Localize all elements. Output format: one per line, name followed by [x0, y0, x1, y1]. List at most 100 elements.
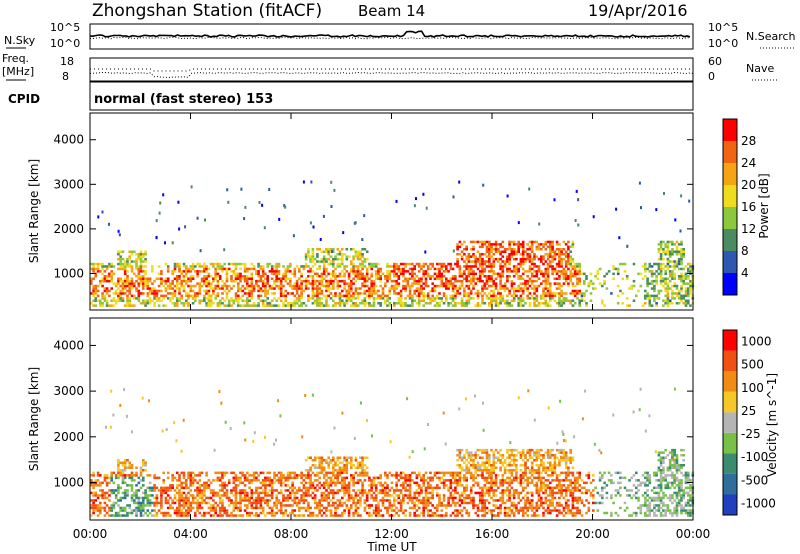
data-cell: [239, 267, 242, 271]
data-cell: [329, 282, 333, 285]
data-cell: [205, 304, 208, 307]
data-cell: [126, 304, 129, 307]
data-cell: [354, 253, 358, 256]
data-cell: [485, 255, 489, 258]
data-cell: [413, 511, 416, 515]
data-cell: [164, 514, 168, 517]
data-cell: [372, 287, 376, 290]
data-cell: [526, 257, 529, 261]
data-cell: [413, 204, 416, 208]
data-cell: [408, 506, 412, 510]
data-cell: [277, 262, 281, 266]
data-cell: [463, 469, 466, 472]
data-cell: [221, 509, 224, 512]
data-cell: [492, 257, 496, 261]
data-cell: [481, 270, 484, 273]
data-cell: [316, 279, 319, 283]
data-cell: [395, 506, 398, 510]
data-cell: [576, 277, 579, 280]
data-cell: [526, 275, 529, 278]
data-cell: [264, 294, 267, 298]
data-cell: [386, 265, 389, 268]
data-cell: [144, 299, 147, 302]
data-cell: [465, 265, 468, 268]
data-cell: [259, 501, 263, 505]
data-cell: [128, 292, 131, 295]
data-cell: [490, 265, 493, 268]
data-cell: [540, 297, 543, 300]
data-cell: [569, 302, 572, 305]
data-cell: [671, 240, 674, 244]
data-cell: [110, 471, 113, 475]
data-cell: [551, 260, 554, 263]
data-cell: [128, 262, 131, 266]
data-cell: [151, 514, 154, 517]
data-cell: [415, 484, 419, 487]
data-cell: [413, 491, 416, 495]
data-cell: [666, 260, 670, 263]
data-cell: [388, 489, 392, 492]
data-cell: [488, 481, 491, 485]
data-cell: [687, 299, 690, 302]
data-cell: [239, 287, 242, 290]
data-cell: [436, 272, 439, 276]
data-cell: [119, 257, 122, 261]
data-cell: [133, 284, 136, 288]
data-cell: [198, 471, 202, 475]
cpid-panel: CPID normal (fast stereo) 153: [8, 81, 694, 111]
data-cell: [397, 509, 401, 512]
data-cell: [682, 275, 685, 278]
data-cell: [429, 479, 432, 482]
data-cell: [252, 501, 256, 505]
data-cell: [680, 262, 683, 266]
data-cell: [370, 262, 373, 266]
data-cell: [300, 304, 303, 307]
data-cell: [438, 476, 441, 480]
data-cell: [571, 265, 575, 268]
data-cell: [205, 265, 208, 268]
data-cell: [515, 270, 518, 273]
data-cell: [506, 294, 509, 298]
data-cell: [277, 501, 281, 505]
data-cell: [307, 494, 310, 497]
data-cell: [420, 287, 423, 290]
data-cell: [148, 504, 152, 507]
data-cell: [359, 464, 362, 467]
data-cell: [121, 299, 125, 302]
data-cell: [261, 302, 265, 305]
data-cell: [185, 481, 188, 485]
data-cell: [203, 481, 206, 485]
data-cell: [467, 466, 471, 469]
data-cell: [329, 255, 333, 258]
data-cell: [456, 260, 459, 263]
data-cell: [264, 299, 267, 302]
data-cell: [114, 476, 118, 480]
data-cell: [237, 287, 240, 290]
data-cell: [264, 282, 267, 285]
data-cell: [110, 504, 113, 507]
data-cell: [648, 299, 652, 302]
data-cell: [148, 501, 152, 505]
data-cell: [148, 297, 152, 300]
data-cell: [187, 277, 190, 280]
data-cell: [200, 279, 204, 283]
data-cell: [393, 501, 396, 505]
data-cell: [99, 509, 102, 512]
data-cell: [567, 267, 570, 271]
data-cell: [451, 299, 455, 302]
data-cell: [322, 277, 326, 280]
data-cell: [519, 299, 523, 302]
data-cell: [417, 486, 421, 490]
data-cell: [680, 243, 683, 246]
data-cell: [316, 466, 319, 469]
data-cell: [530, 250, 534, 253]
data-cell: [212, 506, 215, 510]
data-cell: [108, 294, 111, 298]
data-cell: [139, 511, 143, 515]
data-cell: [393, 292, 396, 295]
data-cell: [438, 270, 441, 273]
data-cell: [243, 267, 247, 271]
data-cell: [307, 469, 310, 472]
data-cell: [191, 501, 195, 505]
data-cell: [488, 476, 491, 480]
